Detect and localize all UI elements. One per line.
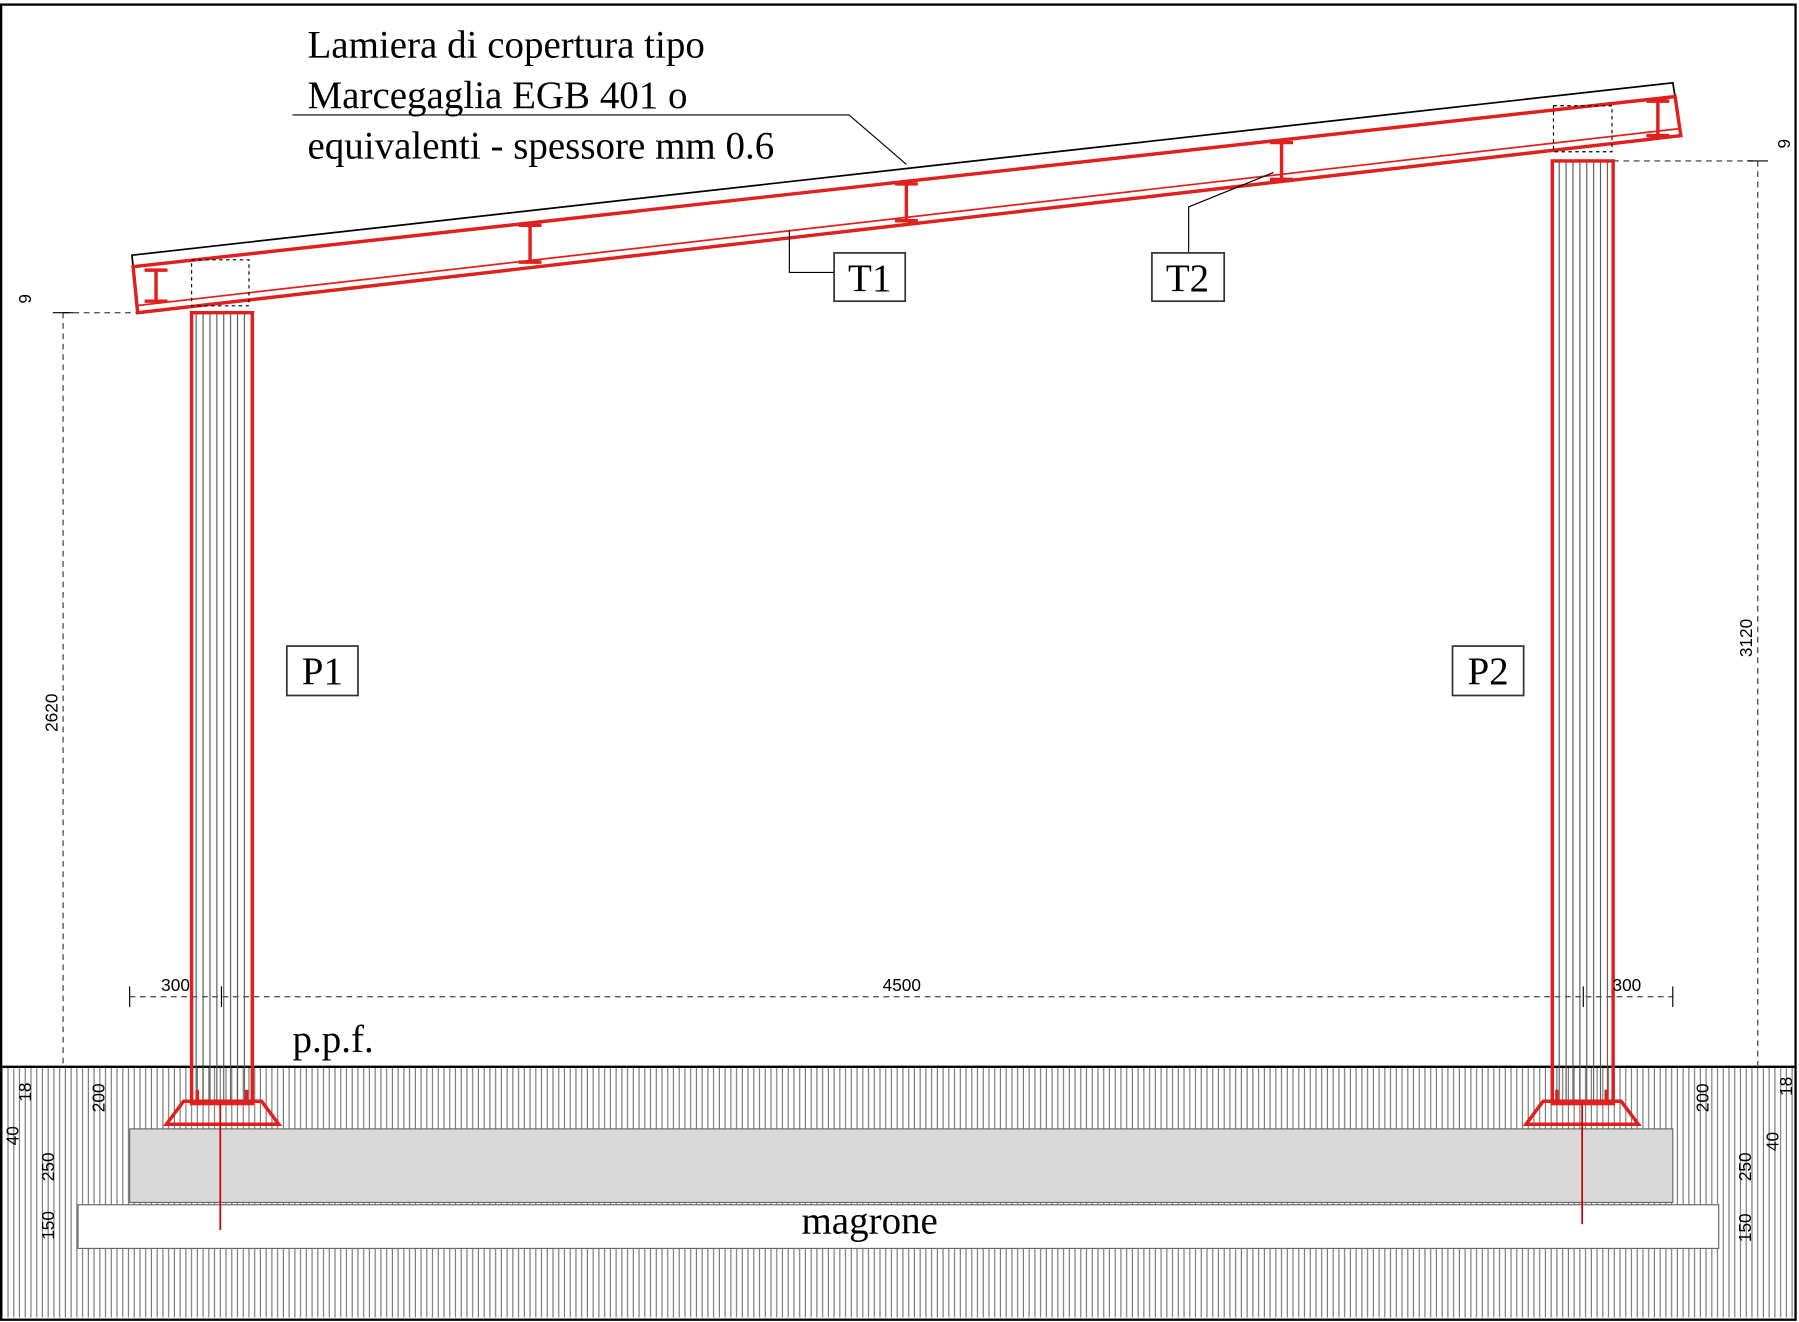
column-p1 [189,310,255,1106]
bolt-group [1552,105,1613,153]
label-box [285,645,359,697]
dimension: 40 [2,1126,22,1145]
note-line: equivalenti - spessore mm 0.6 [307,125,774,168]
dimension: 250 [1735,1152,1755,1181]
dimension: 200 [1692,1083,1712,1112]
leader [788,229,835,274]
leader [292,114,907,165]
dimension: 300 [161,975,190,995]
dimension: 40 [1762,1132,1782,1151]
foundation [129,1128,1674,1204]
dimension: 9 [1774,139,1794,149]
base-label: magrone [801,1199,937,1242]
beam-label: T2 [1166,257,1209,300]
note-line: Lamiera di copertura tipo [307,23,704,66]
magrone-layer [77,1204,1720,1250]
label-box [1451,645,1525,697]
dimension: 2620 [41,694,61,732]
dimension: 200 [88,1083,108,1112]
dimension: 18 [15,1082,35,1101]
note: Lamiera di copertura tipo Marcegaglia EG… [307,23,774,167]
dimension: 250 [38,1152,58,1181]
purlins [144,99,1670,303]
dimension: 150 [38,1211,58,1240]
floor-label: p.p.f. [293,1018,374,1061]
dimension: 150 [1735,1213,1755,1242]
column-label: P2 [1467,650,1508,693]
note-line: Marcegaglia EGB 401 o [307,74,687,117]
dimension-ticks [52,160,1769,1008]
dimension: 9 [15,294,35,304]
dimension: 18 [1776,1077,1796,1096]
column-p2 [1550,159,1615,1106]
dimension: 300 [1613,975,1642,995]
label-box [833,252,907,303]
dimension-lines [62,160,1759,1067]
leader [1188,171,1274,253]
column-label: P1 [302,650,343,693]
bolt-group [191,259,250,307]
beam-label: T1 [848,257,891,300]
dimension: 3120 [1736,619,1756,657]
dimension: 4500 [883,975,921,995]
label-box [1151,252,1226,303]
base-plate-p2 [1522,1089,1642,1126]
base-plate-p1 [162,1089,283,1126]
